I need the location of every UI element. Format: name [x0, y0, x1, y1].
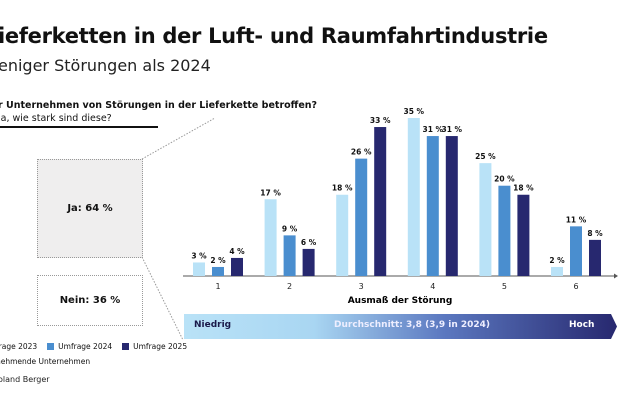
data-label: 26 % — [351, 148, 372, 157]
bar-umfrage-2023-6 — [551, 266, 563, 276]
x-tick-label: 1 — [215, 282, 220, 291]
legend-label: Umfrage 2025 — [133, 342, 188, 351]
data-label: 2 % — [549, 256, 565, 265]
scale-low-label: Niedrig — [194, 320, 232, 330]
data-label: 11 % — [566, 215, 587, 224]
data-label: 2 % — [210, 256, 226, 265]
x-tick-label: 3 — [359, 282, 364, 291]
x-tick-label: 4 — [430, 282, 435, 291]
bar-umfrage-2023-3 — [336, 194, 349, 276]
data-label: 35 % — [404, 107, 425, 116]
x-axis-arrow — [614, 273, 618, 279]
bar-umfrage-2023-4 — [407, 118, 420, 276]
bar-umfrage-2025-3 — [374, 127, 387, 277]
connector-line-bottom — [141, 256, 184, 341]
data-label: 20 % — [494, 175, 515, 184]
footnote: nehmende Unternehmen — [0, 357, 91, 366]
legend-item-2023: frage 2023 — [0, 342, 37, 351]
legend-item-2025: Umfrage 2025 — [122, 342, 187, 351]
scale-average-label: Durchschnitt: 3,8 (3,9 in 2024) — [334, 320, 491, 330]
data-label: 18 % — [332, 184, 353, 193]
severity-scale: Niedrig Durchschnitt: 3,8 (3,9 in 2024) … — [184, 314, 617, 339]
data-label: 9 % — [282, 224, 298, 233]
legend-item-2024: Umfrage 2024 — [47, 342, 112, 351]
data-label: 17 % — [260, 188, 281, 197]
question-text: r Unternehmen von Störungen in der Liefe… — [0, 100, 318, 111]
no-share-box: Nein: 36 % — [37, 275, 143, 326]
bar-umfrage-2023-1 — [193, 262, 205, 276]
data-label: 4 % — [229, 247, 245, 256]
legend-label: frage 2023 — [0, 342, 38, 351]
data-label: 18 % — [513, 184, 534, 193]
source: oland Berger — [0, 375, 50, 384]
bar-umfrage-2025-4 — [445, 136, 458, 276]
bar-umfrage-2024-5 — [498, 185, 511, 276]
data-label: 8 % — [587, 229, 603, 238]
x-tick-label: 6 — [573, 282, 578, 291]
bar-umfrage-2024-3 — [355, 158, 368, 276]
data-label: 6 % — [301, 238, 317, 247]
data-label: 31 % — [423, 125, 444, 134]
bar-umfrage-2025-5 — [517, 194, 530, 276]
bar-umfrage-2023-5 — [479, 163, 492, 276]
bar-umfrage-2024-1 — [212, 266, 224, 276]
bar-umfrage-2024-4 — [426, 136, 439, 276]
legend-swatch — [122, 343, 130, 350]
data-label: 3 % — [191, 251, 207, 260]
bar-umfrage-2025-6 — [589, 239, 601, 276]
data-label: 33 % — [370, 116, 391, 125]
bar-umfrage-2025-2 — [302, 248, 315, 276]
legend: frage 2023 Umfrage 2024 Umfrage 2025 — [0, 342, 187, 351]
legend-swatch — [47, 343, 55, 350]
x-tick-label: 5 — [502, 282, 507, 291]
bar-umfrage-2024-6 — [570, 226, 582, 276]
bar-umfrage-2023-2 — [264, 199, 277, 276]
x-axis-label: Ausmaß der Störung — [348, 296, 453, 306]
yes-share-box: Ja: 64 % — [37, 159, 143, 258]
page-subtitle: eniger Störungen als 2024 — [0, 56, 211, 75]
question-followup: ja, wie stark sind diese? — [0, 113, 112, 124]
connector-line-top — [141, 117, 216, 160]
yes-share-label: Ja: 64 % — [67, 203, 113, 214]
legend-label: Umfrage 2024 — [58, 342, 113, 351]
x-tick-label: 2 — [287, 282, 292, 291]
scale-high-label: Hoch — [569, 320, 595, 330]
bar-umfrage-2025-1 — [231, 257, 243, 276]
divider — [0, 126, 158, 128]
no-share-label: Nein: 36 % — [59, 295, 121, 306]
data-label: 25 % — [475, 152, 496, 161]
bar-umfrage-2024-2 — [283, 235, 296, 276]
page-title: ieferketten in der Luft- und Raumfahrtin… — [0, 24, 548, 48]
data-label: 31 % — [442, 125, 463, 134]
